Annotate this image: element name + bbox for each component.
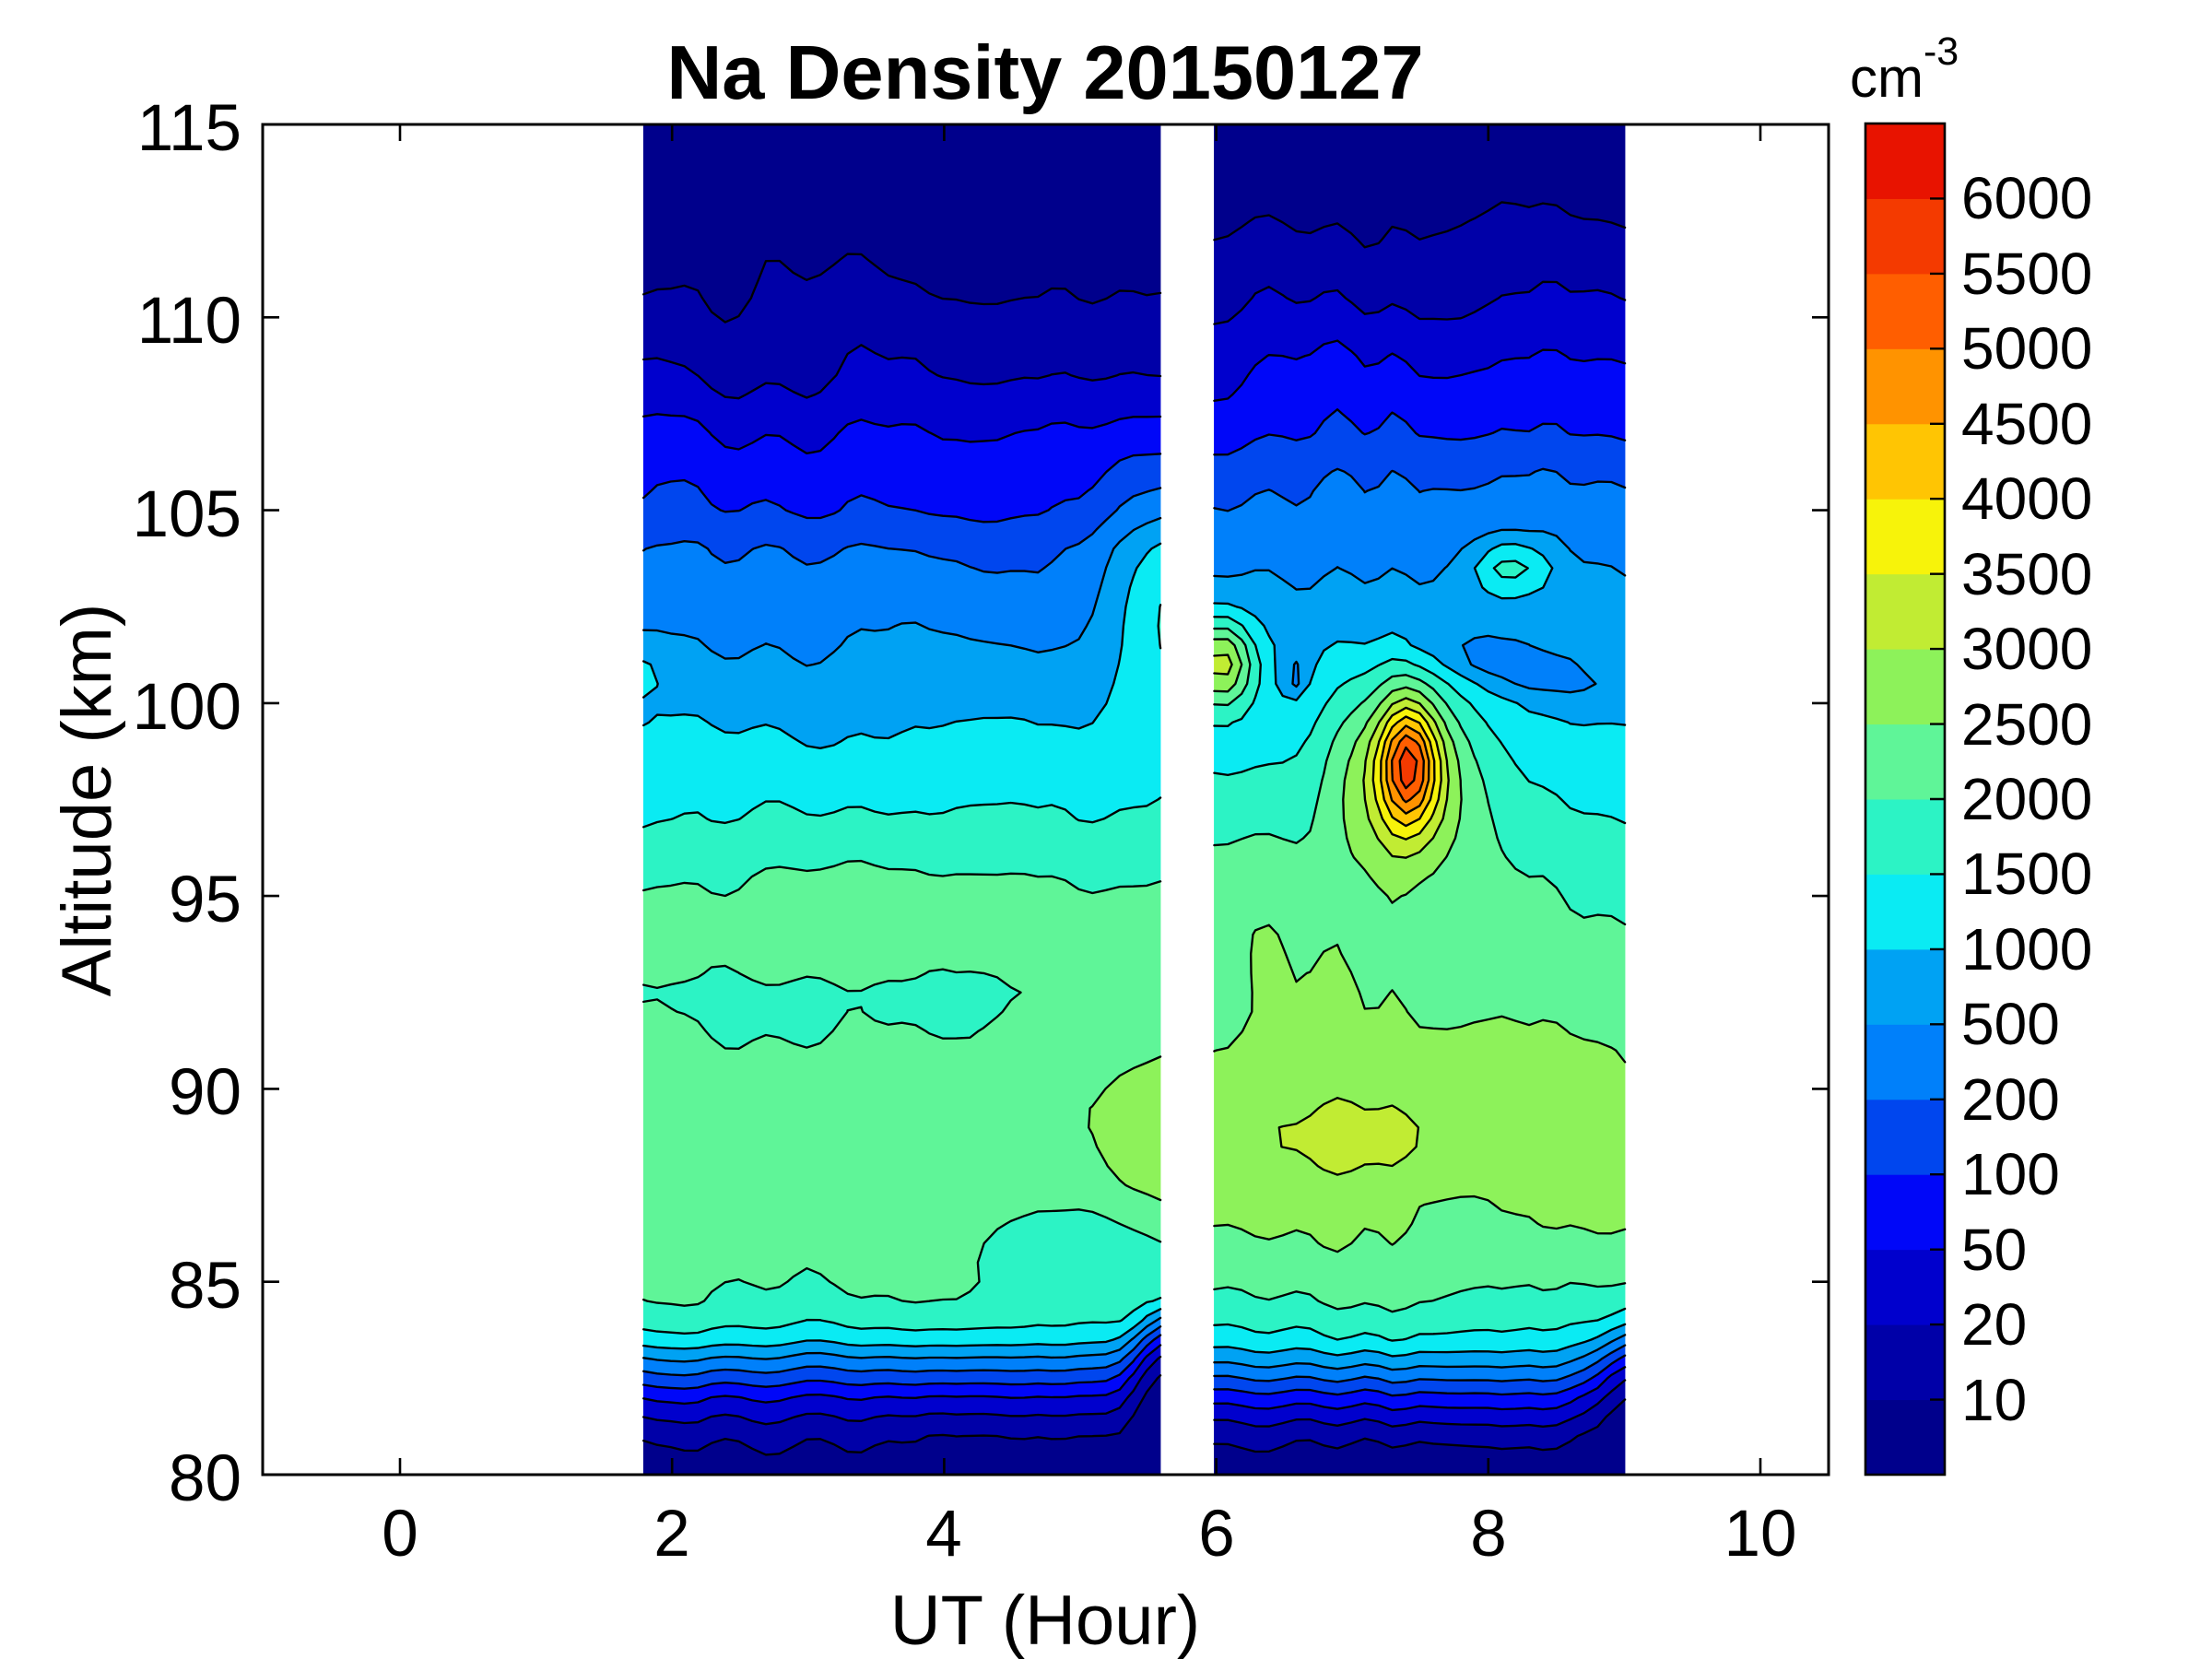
svg-text:4500: 4500 (1961, 391, 2092, 457)
svg-text:10: 10 (1724, 1498, 1797, 1571)
svg-text:1500: 1500 (1961, 841, 2092, 907)
svg-text:2500: 2500 (1961, 691, 2092, 758)
svg-text:6: 6 (1198, 1498, 1235, 1571)
svg-text:95: 95 (169, 864, 241, 936)
svg-text:6000: 6000 (1961, 165, 2092, 231)
svg-text:UT (Hour): UT (Hour) (890, 1582, 1200, 1659)
svg-text:115: 115 (137, 92, 241, 165)
svg-text:8: 8 (1470, 1498, 1507, 1571)
svg-text:20: 20 (1961, 1291, 2027, 1358)
svg-text:200: 200 (1961, 1066, 2060, 1133)
svg-text:50: 50 (1961, 1217, 2027, 1283)
svg-text:80: 80 (169, 1442, 241, 1515)
svg-text:110: 110 (137, 285, 241, 358)
svg-text:3000: 3000 (1961, 616, 2092, 682)
svg-text:2: 2 (653, 1498, 690, 1571)
svg-text:0: 0 (382, 1498, 418, 1571)
svg-text:4000: 4000 (1961, 465, 2092, 532)
svg-text:85: 85 (169, 1250, 241, 1323)
svg-text:3500: 3500 (1961, 541, 2092, 607)
svg-text:105: 105 (133, 478, 241, 551)
svg-text:500: 500 (1961, 991, 2060, 1057)
svg-text:5500: 5500 (1961, 241, 2092, 307)
svg-text:Altitude (km): Altitude (km) (48, 604, 126, 997)
svg-text:90: 90 (169, 1056, 241, 1129)
svg-text:10: 10 (1961, 1367, 2027, 1433)
svg-text:4: 4 (925, 1498, 962, 1571)
svg-text:5000: 5000 (1961, 315, 2092, 382)
svg-text:100: 100 (1961, 1141, 2060, 1207)
svg-text:Na Density 20150127: Na Density 20150127 (666, 29, 1423, 115)
svg-text:1000: 1000 (1961, 916, 2092, 982)
svg-text:100: 100 (133, 671, 241, 744)
svg-text:2000: 2000 (1961, 766, 2092, 832)
